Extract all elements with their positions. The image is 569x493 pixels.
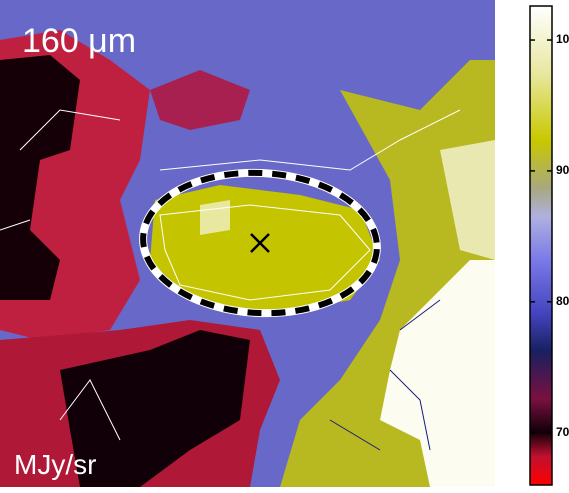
colorbar bbox=[529, 5, 553, 486]
band-label: 160 μm bbox=[22, 22, 136, 60]
colorbar-ticks: 70 80 90 100 bbox=[530, 32, 569, 439]
tick-label: 80 bbox=[556, 294, 569, 308]
unit-label: MJy/sr bbox=[14, 449, 96, 480]
tick-label: 70 bbox=[556, 425, 569, 439]
tick-label: 90 bbox=[556, 163, 569, 177]
tick-label: 100 bbox=[556, 32, 569, 46]
sky-image: 160 μm MJy/sr bbox=[0, 0, 495, 487]
